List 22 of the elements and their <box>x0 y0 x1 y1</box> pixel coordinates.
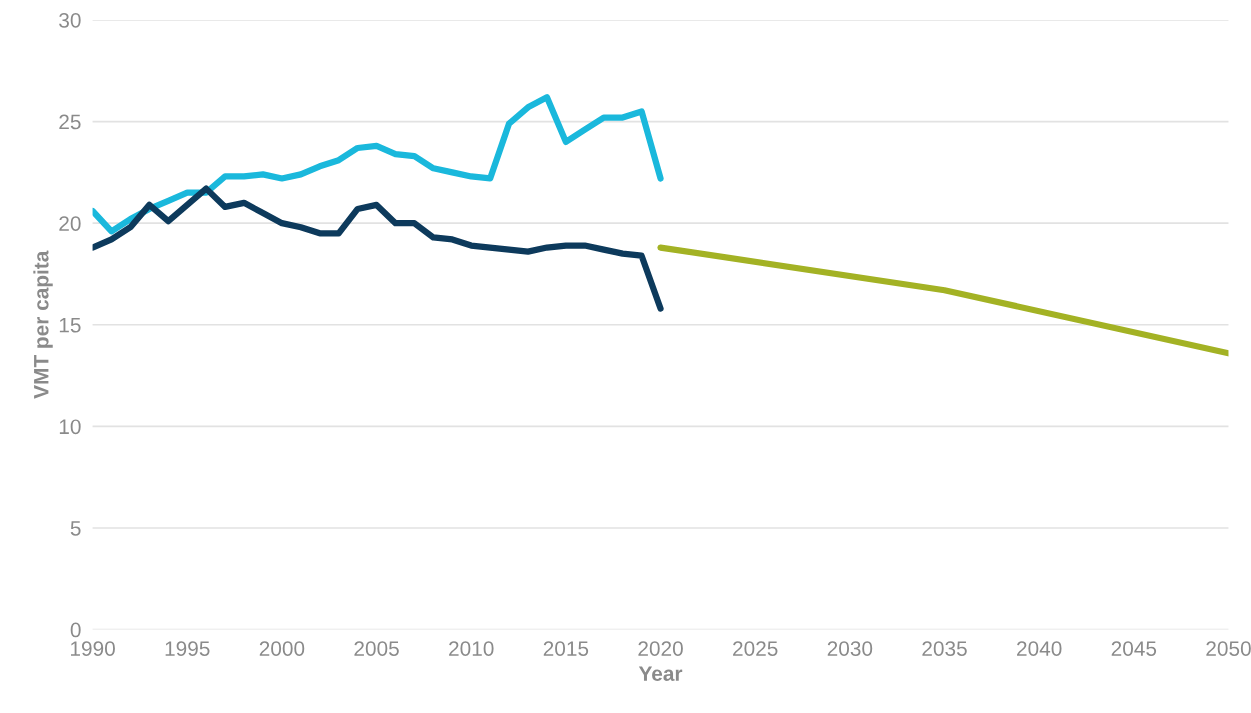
y-tick-label: 30 <box>59 12 81 28</box>
x-axis-title: Year <box>638 666 683 681</box>
x-tick-label: 2045 <box>1111 641 1157 656</box>
x-tick-label: 2010 <box>449 641 494 656</box>
x-tick-label: 2030 <box>827 641 873 656</box>
x-tick-label: 2040 <box>1017 641 1062 656</box>
x-tick-label: 2025 <box>733 641 778 656</box>
y-axis-title: VMT per capita <box>33 250 53 399</box>
x-tick-label: 2050 <box>1206 641 1251 656</box>
y-tick-label: 25 <box>59 114 81 130</box>
x-tick-label: 2000 <box>259 641 305 656</box>
x-tick-label: 2015 <box>543 641 589 656</box>
y-tick-label: 5 <box>70 521 81 536</box>
y-tick-label: 10 <box>59 419 81 435</box>
x-tick-label: 2035 <box>922 641 967 656</box>
x-tick-label: 2020 <box>638 641 683 656</box>
y-tick-label: 15 <box>59 317 81 333</box>
y-tick-label: 0 <box>70 622 81 638</box>
x-tick-label: 1990 <box>70 641 115 656</box>
x-tick-label: 2005 <box>354 641 399 656</box>
y-tick-label: 20 <box>59 216 81 231</box>
x-tick-label: 1995 <box>165 641 210 656</box>
